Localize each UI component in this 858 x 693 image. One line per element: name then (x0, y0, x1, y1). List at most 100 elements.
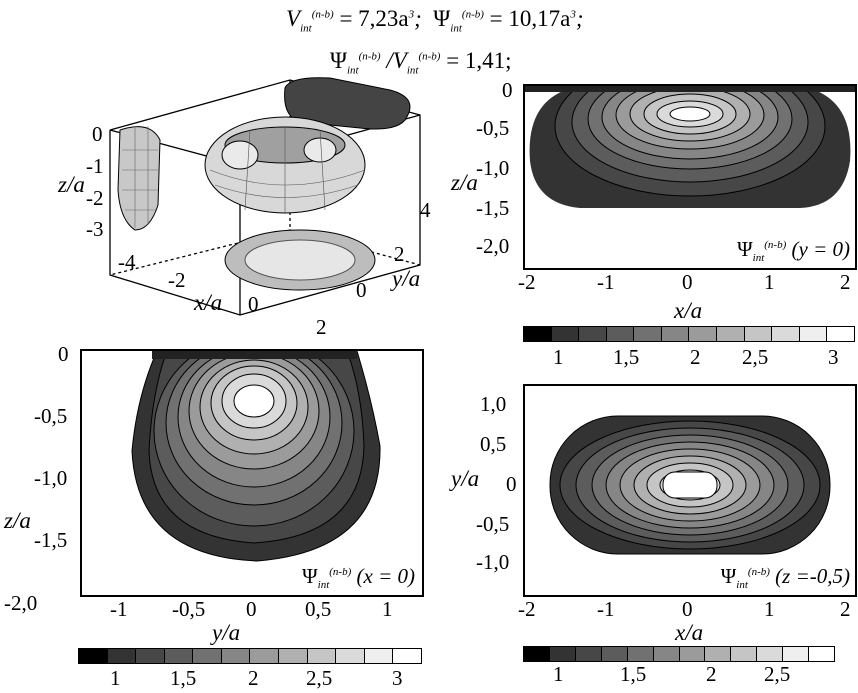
y-tick: 0 (356, 278, 367, 302)
colorbar-swatch (653, 647, 680, 661)
colorbar-tick: 3 (828, 345, 839, 369)
z-tick: 0 (92, 122, 103, 146)
colorbar-swatch (393, 649, 421, 663)
contour-panel-z05: Ψint(n-b) (z =-0,5) (523, 384, 857, 597)
colorbar-tick: 2,5 (742, 345, 769, 369)
header-line-2: Ψint(n-b) /Vint(n-b) = 1,41; (330, 48, 512, 77)
colorbar-swatch (551, 327, 580, 341)
x-tick: 0,5 (305, 597, 332, 621)
colorbar-x0 (78, 648, 422, 664)
y-tick: 2 (394, 242, 405, 266)
x-tick: 0 (682, 597, 693, 621)
panel-y0-x-label: x/a (674, 298, 703, 323)
x-tick: 0 (248, 292, 259, 316)
y-tick: 0,5 (480, 432, 507, 456)
y-tick: -2,0 (476, 234, 510, 258)
y-tick: -2,0 (4, 591, 38, 615)
colorbar-swatch (524, 327, 552, 341)
y-tick: 4 (420, 198, 431, 222)
header-line-1: Vint(n-b) = 7,23a3; Ψint(n-b) = 10,17a3; (286, 6, 584, 35)
colorbar-swatch (809, 647, 835, 661)
colorbar-swatch (575, 647, 602, 661)
colorbar-swatch (705, 647, 732, 661)
panel-x0-z-label: z/a (4, 508, 31, 533)
y-tick: -1,0 (476, 550, 510, 574)
x-tick: 1 (764, 597, 775, 621)
contour-panel-x0: Ψint(n-b) (x = 0) (80, 349, 424, 597)
z-tick: -3 (86, 217, 104, 241)
colorbar-tick: 1,5 (620, 662, 647, 686)
x-tick: -1 (597, 597, 615, 621)
colorbar-tick: 1,5 (170, 666, 197, 690)
colorbar-swatch (279, 649, 308, 663)
colorbar-swatch (549, 647, 576, 661)
panel-z05-label: Ψint(n-b) (z =-0,5) (717, 563, 853, 591)
x-tick: 2 (316, 315, 327, 339)
panel-3d-x-label: x/a (194, 290, 223, 315)
panel-x0-label: Ψint(n-b) (x = 0) (299, 563, 418, 591)
colorbar-swatch (799, 327, 828, 341)
panel-y0-z-label: z/a (451, 170, 478, 195)
x-tick: -0,5 (172, 597, 206, 621)
colorbar-tick: 2,5 (764, 662, 791, 686)
colorbar-tick: 2 (690, 345, 701, 369)
colorbar-swatch (164, 649, 194, 663)
colorbar-swatch (107, 649, 137, 663)
colorbar-swatch (689, 327, 718, 341)
y-tick: 0 (506, 472, 517, 496)
colorbar-tick: 2 (706, 662, 717, 686)
colorbar-swatch (136, 649, 165, 663)
y-tick: -1,0 (476, 156, 510, 180)
contour-plot-y0 (525, 86, 855, 208)
colorbar-swatch (336, 649, 365, 663)
colorbar-swatch (524, 647, 550, 661)
colorbar-swatch (757, 647, 784, 661)
colorbar-swatch (772, 327, 800, 341)
x-tick: 1 (382, 597, 393, 621)
colorbar-swatch (783, 647, 810, 661)
panel-3d-z-label: z/a (58, 172, 85, 197)
y-tick: 0 (502, 78, 513, 102)
colorbar-swatch (717, 327, 745, 341)
v-symbol: V (286, 6, 301, 31)
colorbar-swatch (827, 327, 854, 341)
colorbar-tick: 1 (553, 345, 564, 369)
colorbar-tick: 1,5 (613, 345, 640, 369)
y-tick: -1,0 (34, 466, 68, 490)
y-tick: -0,5 (476, 512, 510, 536)
z-tick: -1 (86, 154, 104, 178)
colorbar-swatch (79, 649, 108, 663)
colorbar-tick: 2,5 (306, 666, 333, 690)
colorbar-swatch (661, 327, 690, 341)
v-int-value: = 7,23a (339, 6, 409, 31)
colorbar-swatch (731, 647, 758, 661)
colorbar-z05 (523, 646, 835, 662)
x-tick: -1 (110, 597, 128, 621)
colorbar-tick: 2 (248, 666, 259, 690)
y-tick: -0,5 (476, 116, 510, 140)
contour-plot-x0 (131, 351, 381, 562)
y-tick: 1,0 (480, 392, 507, 416)
colorbar-y0 (523, 326, 855, 342)
colorbar-swatch (307, 649, 337, 663)
x-tick: 0 (246, 597, 257, 621)
x-tick: -2 (518, 270, 536, 294)
panel-x0-x-label: y/a (212, 620, 241, 645)
colorbar-swatch (221, 649, 251, 663)
panel-z05-y-label: y/a (451, 466, 480, 491)
colorbar-swatch (679, 647, 706, 661)
colorbar-swatch (364, 649, 394, 663)
colorbar-swatch (606, 327, 635, 341)
psi-symbol: Ψ (433, 6, 451, 31)
x-tick: 2 (840, 270, 851, 294)
panel-3d-y-label: y/a (392, 266, 421, 291)
contour-plot-z05 (549, 415, 831, 555)
ratio-value: = 1,41; (446, 48, 512, 73)
colorbar-swatch (744, 327, 773, 341)
colorbar-tick: 1 (110, 666, 121, 690)
psi-int-value: = 10,17a (489, 6, 571, 31)
colorbar-tick: 3 (392, 666, 403, 690)
x-tick: -2 (168, 268, 186, 292)
contour-panel-y0: Ψint(n-b) (y = 0) (523, 84, 857, 270)
panel-z05-x-label: x/a (675, 620, 704, 645)
